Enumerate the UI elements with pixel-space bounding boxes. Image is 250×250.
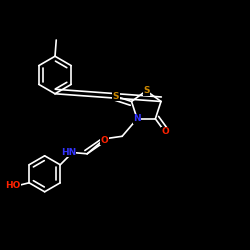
- Text: O: O: [161, 128, 169, 136]
- Text: O: O: [101, 136, 108, 145]
- Text: HN: HN: [61, 148, 76, 157]
- Text: S: S: [143, 86, 150, 95]
- Text: S: S: [113, 92, 119, 101]
- Text: HO: HO: [5, 181, 20, 190]
- Text: N: N: [133, 114, 141, 123]
